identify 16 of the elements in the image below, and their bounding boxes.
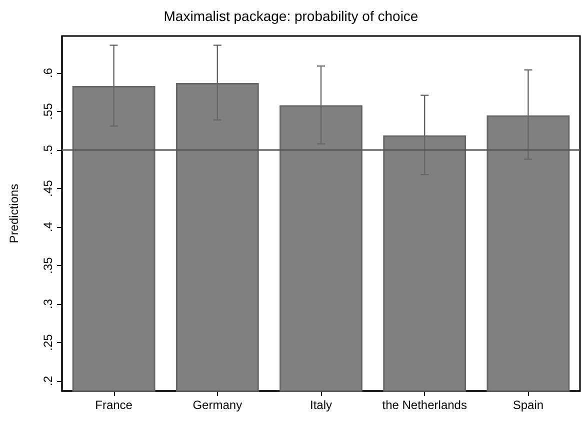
y-tick-label: .3: [41, 298, 55, 309]
x-tick-label: Spain: [512, 398, 544, 412]
y-tick-label: .35: [41, 256, 55, 274]
x-tick-label: France: [95, 398, 133, 412]
y-tick-label: .4: [41, 222, 55, 232]
y-tick-label: .55: [41, 102, 55, 120]
y-tick-label: .45: [41, 180, 55, 197]
x-tick-label: the Netherlands: [382, 398, 467, 412]
y-tick-label: .25: [41, 334, 55, 351]
x-tick-label: Italy: [310, 398, 332, 412]
chart-title: Maximalist package: probability of choice: [164, 8, 418, 24]
y-tick-label: .6: [41, 68, 55, 78]
y-axis-title: Predictions: [7, 184, 21, 244]
x-tick-label: Germany: [192, 398, 242, 412]
y-tick-label: .5: [41, 144, 55, 155]
y-tick-label: .2: [41, 376, 55, 386]
